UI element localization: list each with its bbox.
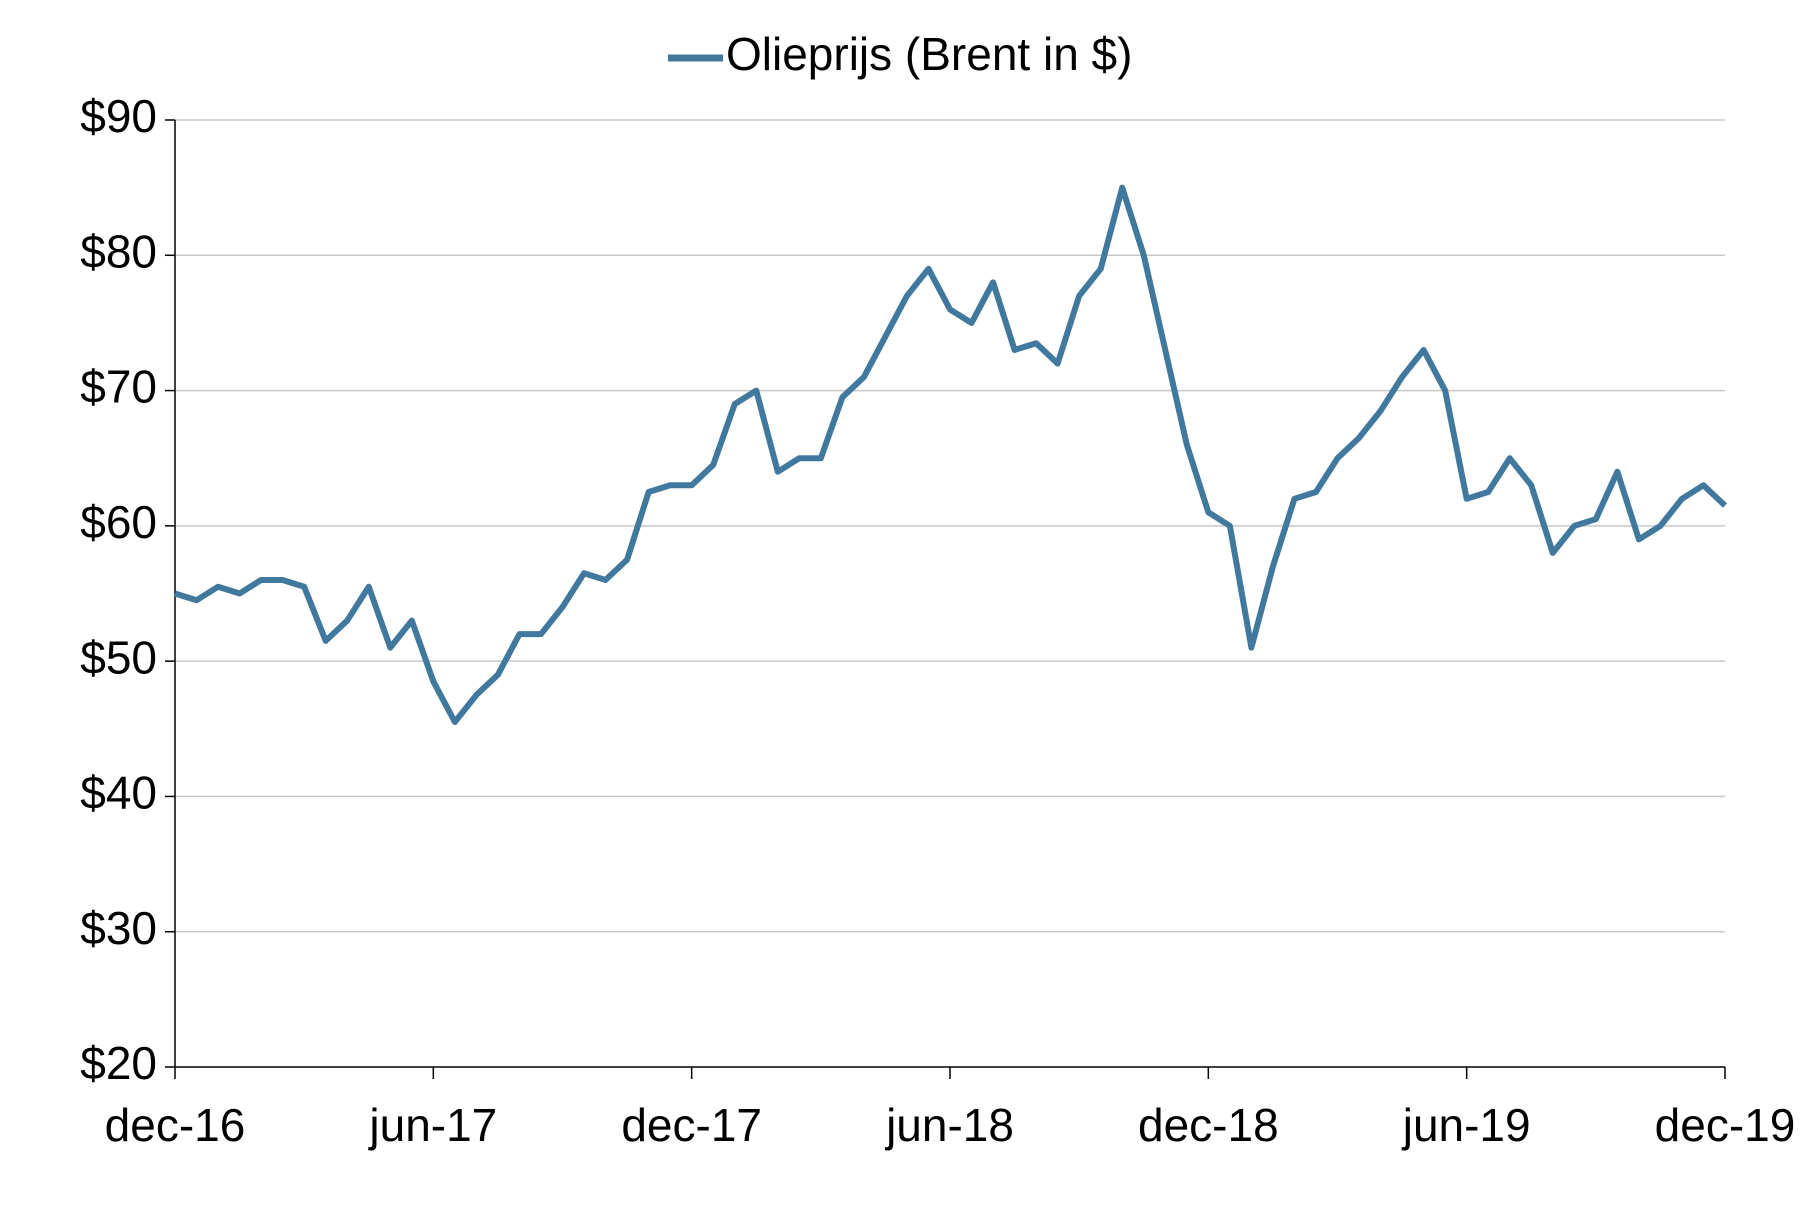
y-tick-label: $60 — [80, 496, 157, 548]
legend-label: Olieprijs (Brent in $) — [726, 28, 1132, 80]
x-tick-label: jun-17 — [367, 1099, 497, 1151]
y-tick-label: $70 — [80, 361, 157, 413]
y-tick-label: $20 — [80, 1037, 157, 1089]
y-tick-label: $90 — [80, 90, 157, 142]
x-tick-label: dec-18 — [1138, 1099, 1279, 1151]
x-tick-label: dec-16 — [105, 1099, 246, 1151]
y-tick-label: $80 — [80, 225, 157, 277]
x-tick-label: dec-19 — [1655, 1099, 1796, 1151]
y-tick-label: $50 — [80, 631, 157, 683]
y-tick-label: $30 — [80, 902, 157, 954]
y-tick-label: $40 — [80, 767, 157, 819]
x-tick-label: jun-18 — [884, 1099, 1014, 1151]
x-tick-label: dec-17 — [621, 1099, 762, 1151]
x-tick-label: jun-19 — [1401, 1099, 1531, 1151]
series-line — [174, 184, 1728, 726]
